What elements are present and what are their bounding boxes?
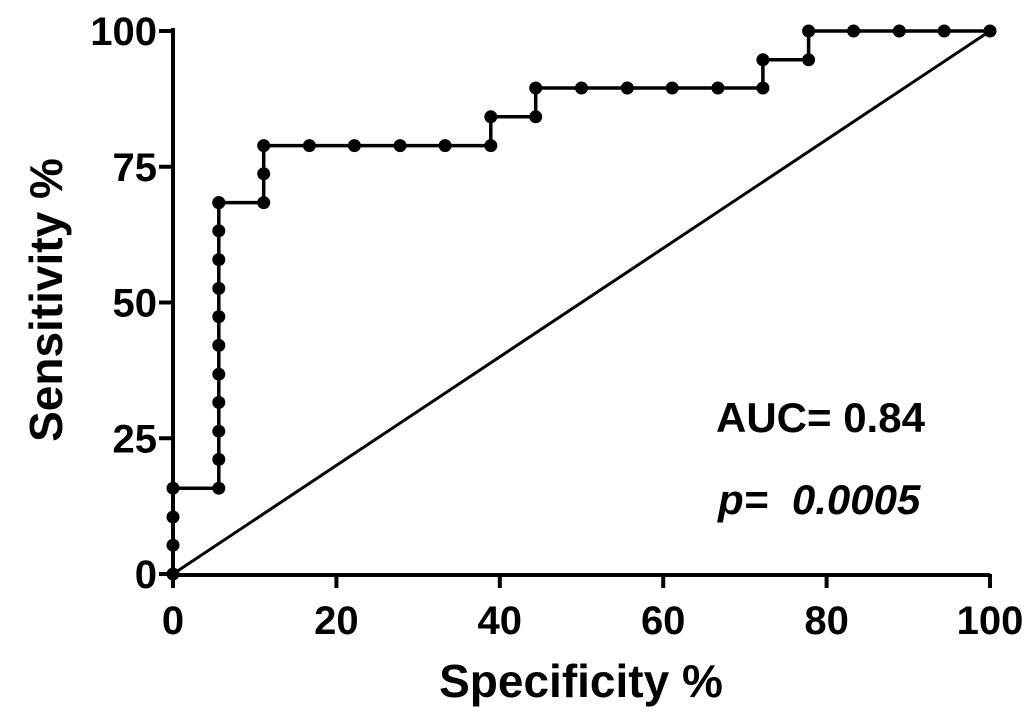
x-tick-label: 20 xyxy=(314,599,359,643)
roc-point xyxy=(983,24,997,38)
roc-point xyxy=(484,110,498,124)
roc-point xyxy=(212,452,226,466)
plot-area xyxy=(166,24,997,581)
roc-point xyxy=(347,139,361,153)
roc-point xyxy=(529,81,543,95)
ticks: 0 25 50 75 100 0 20 40 60 80 100 xyxy=(90,10,1023,643)
y-tick-label: 0 xyxy=(135,553,157,597)
auc-annotation: AUC= 0.84 xyxy=(716,394,926,441)
roc-point xyxy=(756,81,770,95)
y-tick-label: 100 xyxy=(90,10,157,54)
roc-point xyxy=(847,24,861,38)
roc-point xyxy=(212,281,226,295)
roc-point xyxy=(212,367,226,381)
p-prefix: p= xyxy=(717,476,768,523)
roc-point xyxy=(212,424,226,438)
roc-point xyxy=(665,81,679,95)
roc-point xyxy=(212,395,226,409)
y-tick-label: 50 xyxy=(113,282,158,326)
y-tick-label: 25 xyxy=(113,417,158,461)
roc-point xyxy=(484,139,498,153)
roc-point xyxy=(438,139,452,153)
roc-point xyxy=(257,196,271,210)
roc-point xyxy=(212,310,226,324)
roc-point xyxy=(575,81,588,95)
x-axis-title: Specificity % xyxy=(439,655,723,707)
roc-point xyxy=(802,53,816,67)
roc-point xyxy=(257,167,271,181)
reference-line xyxy=(172,29,991,576)
x-tick-label: 80 xyxy=(804,599,849,643)
roc-point xyxy=(393,139,407,153)
roc-point xyxy=(212,224,226,238)
p-value: 0.0005 xyxy=(792,476,921,523)
roc-point xyxy=(756,53,770,67)
roc-point xyxy=(212,481,226,495)
x-tick-label: 0 xyxy=(162,599,184,643)
roc-point xyxy=(212,338,226,352)
roc-point xyxy=(802,24,816,38)
roc-point xyxy=(302,139,316,153)
roc-point xyxy=(937,24,951,38)
roc-point xyxy=(620,81,634,95)
roc-point xyxy=(529,110,543,124)
x-tick-label: 60 xyxy=(641,599,686,643)
roc-point xyxy=(212,253,226,267)
x-tick-label: 100 xyxy=(957,599,1024,643)
roc-point xyxy=(212,196,226,210)
y-tick-label: 75 xyxy=(113,146,158,190)
y-axis-title: Sensitivity % xyxy=(20,158,72,442)
x-tick-label: 40 xyxy=(478,599,523,643)
p-value-annotation: p= 0.0005 xyxy=(717,476,921,523)
roc-point xyxy=(711,81,725,95)
roc-point xyxy=(257,139,271,153)
roc-point xyxy=(892,24,906,38)
